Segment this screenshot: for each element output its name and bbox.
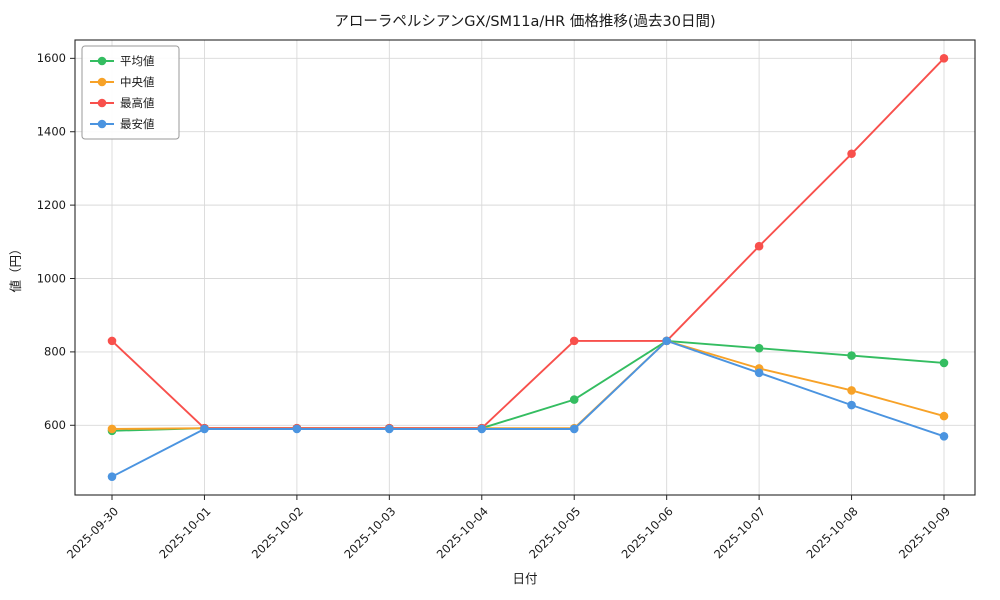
plot-area [75,40,975,495]
ticks [70,57,945,500]
series-marker-0 [754,343,764,353]
legend-item-0: 平均値 [90,54,155,68]
legend-marker-swatch [97,77,107,87]
y-tick-label: 1200 [37,198,66,212]
legend-label: 最高値 [120,96,155,110]
series-marker-3 [847,400,856,410]
series-marker-3 [385,424,394,434]
x-axis-label: 日付 [512,571,537,586]
legend-label: 最安値 [120,117,155,131]
y-tick-label: 1400 [37,125,66,139]
legend-marker-swatch [97,119,107,129]
series-marker-0 [847,351,856,360]
series-marker-3 [939,431,949,441]
series-line-3 [111,339,945,478]
series-marker-1 [107,424,117,434]
legend-item-1: 中央値 [90,75,155,89]
series-marker-2 [569,336,579,346]
series-marker-1 [939,411,949,421]
series-marker-2 [754,241,764,251]
legend-item-2: 最高値 [90,96,155,110]
legend-label: 中央値 [120,75,155,89]
legend-marker-swatch [97,56,107,66]
series-marker-2 [847,149,856,159]
axes-frame [74,39,976,496]
y-axis-label: 値（円） [8,242,23,292]
series-marker-3 [200,424,209,434]
y-tick-label: 1600 [37,51,66,65]
series-marker-2 [107,336,117,346]
chart-title: アローラペルシアンGX/SM11a/HR 価格推移(過去30日間) [334,13,715,30]
series-marker-3 [477,424,487,434]
y-tick-label: 800 [44,345,66,359]
grid [75,40,975,495]
y-tick-label: 600 [44,418,66,432]
series-marker-2 [939,54,949,63]
series-3 [107,336,949,481]
y-tick-label: 1000 [37,271,66,285]
legend-marker-swatch [97,98,107,108]
series-marker-3 [292,424,302,434]
series-marker-3 [107,472,117,481]
series-marker-1 [847,386,856,395]
series-marker-3 [754,368,764,378]
series-marker-3 [569,424,579,434]
series-marker-0 [939,358,949,368]
legend-item-3: 最安値 [90,117,155,131]
series-marker-3 [662,336,671,346]
legend-label: 平均値 [120,54,155,68]
series-marker-0 [569,395,579,404]
legend-box [81,45,180,140]
